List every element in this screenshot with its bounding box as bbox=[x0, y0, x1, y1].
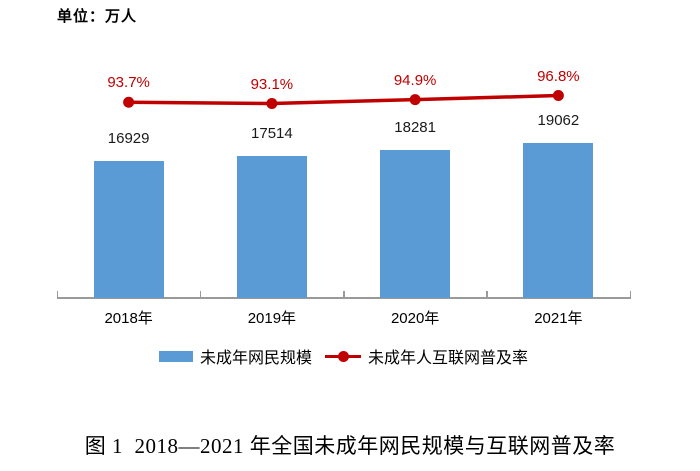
bar bbox=[93, 161, 164, 298]
bar bbox=[236, 156, 307, 298]
legend-item-bars: 未成年网民规模 bbox=[158, 344, 312, 368]
legend-label-bars: 未成年网民规模 bbox=[199, 350, 312, 367]
line-point bbox=[123, 96, 135, 108]
x-axis-label: 2018年 bbox=[104, 310, 153, 327]
figure-caption: 图 1 2018—2021 年全国未成年网民规模与互联网普及率 bbox=[84, 434, 616, 458]
axis-tick bbox=[486, 291, 488, 297]
legend-item-line: 未成年人互联网普及率 bbox=[325, 344, 528, 368]
unit-label: 单位：万人 bbox=[57, 8, 138, 25]
axis-tick bbox=[199, 291, 202, 297]
x-axis-label: 2021年 bbox=[534, 310, 583, 327]
line-value-label: 93.1% bbox=[250, 75, 294, 93]
axis-tick bbox=[343, 291, 345, 297]
x-axis-label: 2020年 bbox=[390, 310, 440, 327]
x-axis-line bbox=[57, 297, 631, 299]
bar bbox=[380, 150, 451, 298]
line-point bbox=[266, 98, 278, 110]
axis-tick bbox=[629, 291, 631, 297]
line-point bbox=[552, 90, 564, 102]
line-series-marker-icon bbox=[325, 350, 361, 362]
line-value-label: 94.9% bbox=[393, 71, 437, 89]
bar-value-label: 16929 bbox=[107, 130, 150, 147]
legend-label-line: 未成年人互联网普及率 bbox=[368, 350, 529, 367]
line-point bbox=[409, 94, 421, 106]
line-value-label: 96.8% bbox=[537, 67, 580, 85]
bar-value-label: 19062 bbox=[537, 112, 580, 129]
bar-value-label: 18281 bbox=[394, 119, 436, 136]
bar-value-label: 17514 bbox=[251, 125, 293, 142]
legend: 未成年网民规模 未成年人互联网普及率 bbox=[57, 344, 630, 368]
bar-series-swatch-icon bbox=[158, 350, 193, 362]
bar bbox=[523, 143, 594, 298]
axis-tick bbox=[56, 291, 58, 297]
x-axis-label: 2019年 bbox=[247, 310, 297, 327]
line-value-label: 93.7% bbox=[107, 74, 150, 92]
